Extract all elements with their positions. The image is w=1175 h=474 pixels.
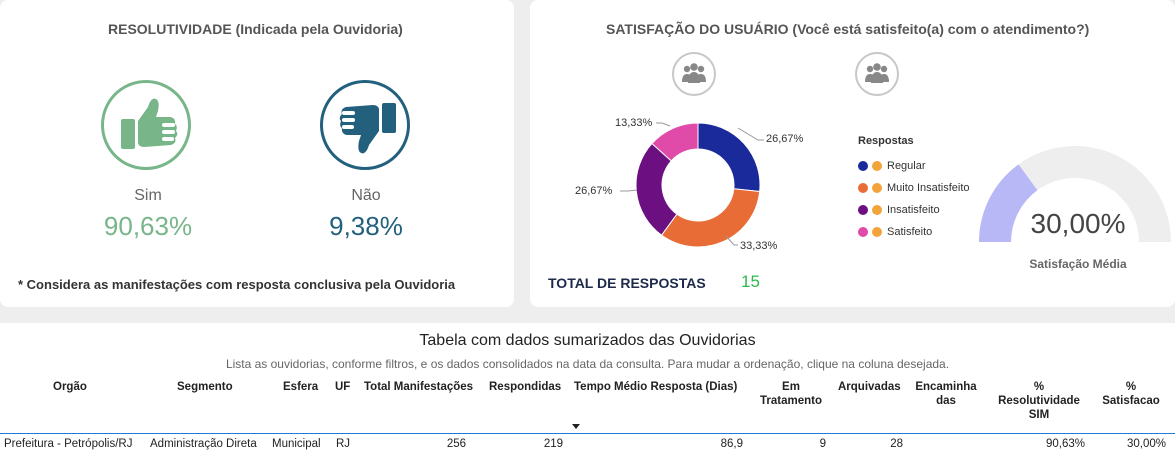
satisfacao-title: SATISFAÇÃO DO USUÁRIO (Você está satisfe… (606, 21, 1090, 37)
total-respostas-label: TOTAL DE RESPOSTAS (548, 275, 706, 291)
cell-esfera: Municipal (272, 438, 321, 450)
column-header-orgao[interactable]: Orgão (53, 381, 87, 393)
nao-value: 9,38% (329, 211, 403, 241)
pie-label-regular: 26,67% (766, 133, 804, 145)
resolutividade-footnote: * Considera as manifestações com respost… (18, 277, 456, 292)
total-respostas-value: 15 (741, 272, 760, 291)
column-header-tempo-medio[interactable]: Tempo Médio Resposta (Dias) (574, 381, 738, 393)
legend-label: Regular (887, 160, 926, 172)
cell-respondidas: 219 (543, 438, 563, 450)
column-header-segmento[interactable]: Segmento (177, 381, 233, 393)
gauge-fill (979, 164, 1038, 242)
table-title: Tabela com dados sumarizados das Ouvidor… (419, 332, 756, 349)
header-line: Resolutividade (998, 395, 1080, 407)
header-line: SIM (1028, 409, 1050, 421)
cell-uf: RJ (336, 438, 351, 450)
cell-resolutividade: 90,63% (1045, 438, 1085, 450)
legend-item-regular[interactable]: Regular (858, 155, 970, 177)
header-line: das (936, 395, 956, 407)
neutral-face-icon (872, 161, 882, 171)
column-header-arquivadas[interactable]: Arquivadas (838, 381, 901, 393)
column-header-em-tratamento[interactable]: Em Tratamento (756, 380, 826, 408)
cell-total: 256 (446, 438, 466, 450)
header-line: Satisfacao (1102, 395, 1160, 407)
sim-label: Sim (134, 187, 162, 204)
cell-segmento: Administração Direta (150, 438, 257, 450)
thumbs-up-icon (101, 80, 191, 170)
row-divider (0, 433, 1175, 434)
cell-satisfacao: 30,00% (1126, 438, 1166, 450)
cell-orgao: Prefeitura - Petrópolis/RJ (4, 438, 133, 450)
resolutividade-card: RESOLUTIVIDADE (Indicada pela Ouvidoria)… (0, 0, 514, 307)
happy-face-icon (872, 227, 882, 237)
satisfaction-gauge (979, 146, 1171, 242)
satisfaction-donut-chart (635, 122, 761, 248)
cell-em-tratamento: 9 (819, 438, 826, 450)
people-icon (855, 52, 899, 96)
column-header-encaminhadas[interactable]: Encaminha das (914, 380, 978, 408)
legend-label: Satisfeito (887, 226, 933, 238)
people-icon (672, 52, 716, 96)
pie-label-insatisfeito: 26,67% (575, 185, 613, 197)
sad-face-icon (872, 205, 882, 215)
gauge-label: Satisfação Média (1029, 257, 1127, 271)
ouvidorias-table: Tabela com dados sumarizados das Ouvidor… (0, 323, 1175, 474)
gauge-track (979, 146, 1171, 242)
table-subtitle: Lista as ouvidorias, conforme filtros, e… (225, 357, 950, 371)
column-header-esfera[interactable]: Esfera (283, 381, 319, 393)
column-header-uf[interactable]: UF (335, 381, 351, 393)
cell-arquivadas: 28 (890, 438, 903, 450)
legend-dot (858, 205, 868, 215)
legend-item-insatisfeito[interactable]: Insatisfeito (858, 199, 970, 221)
header-line: % (1033, 381, 1045, 393)
column-header-satisfacao[interactable]: % Satisfacao (1096, 380, 1166, 408)
legend-item-muito-insatisfeito[interactable]: Muito Insatisfeito (858, 177, 970, 199)
column-header-total-manifestacoes[interactable]: Total Manifestações (364, 381, 474, 393)
header-line: % (1125, 381, 1137, 393)
header-line: Em (782, 381, 800, 393)
sort-descending-icon[interactable] (572, 424, 580, 429)
pie-slice-satisfeito[interactable] (651, 122, 699, 162)
legend-dot (858, 161, 868, 171)
thumbs-down-icon (320, 80, 410, 170)
header-line: Encaminha (915, 381, 977, 393)
column-header-respondidas[interactable]: Respondidas (489, 381, 562, 393)
pie-leader-lines (620, 122, 764, 246)
pie-legend: Respostas Regular Muito Insatisfeito Ins… (858, 135, 970, 243)
resolutividade-title: RESOLUTIVIDADE (Indicada pela Ouvidoria) (108, 21, 403, 37)
nao-label: Não (351, 187, 381, 204)
gauge-value: 30,00% (1030, 208, 1126, 239)
pie-label-muito-insatisfeito: 33,33% (740, 240, 778, 252)
cell-tempo: 86,9 (720, 438, 743, 450)
legend-title: Respostas (858, 135, 914, 147)
legend-item-satisfeito[interactable]: Satisfeito (858, 221, 970, 243)
pie-label-satisfeito: 13,33% (615, 117, 653, 129)
sim-value: 90,63% (103, 211, 193, 241)
header-line: Tratamento (760, 395, 822, 407)
column-header-resolutividade[interactable]: % Resolutividade SIM (994, 380, 1084, 422)
satisfacao-card: SATISFAÇÃO DO USUÁRIO (Você está satisfe… (530, 0, 1175, 307)
legend-label: Insatisfeito (887, 204, 940, 216)
legend-dot (858, 183, 868, 193)
angry-face-icon (872, 183, 882, 193)
legend-label: Muito Insatisfeito (887, 182, 970, 194)
legend-dot (858, 227, 868, 237)
